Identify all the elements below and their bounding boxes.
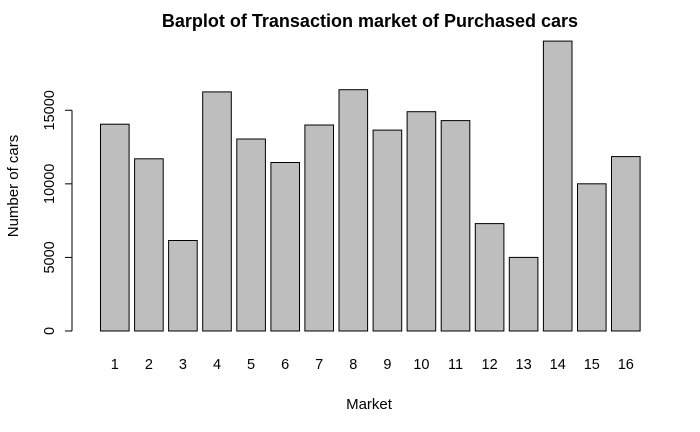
y-tick-label: 5000 xyxy=(42,241,58,273)
x-tick-label: 10 xyxy=(413,357,429,373)
bar-market-13 xyxy=(508,256,539,332)
x-tick-label: 9 xyxy=(383,357,391,373)
x-tick-label: 14 xyxy=(550,357,566,373)
bar-market-9 xyxy=(372,129,403,332)
bar-market-8 xyxy=(338,89,369,332)
x-tick-label: 13 xyxy=(516,357,532,373)
bar-market-3 xyxy=(168,240,198,332)
x-tick-label: 1 xyxy=(111,357,119,373)
bar-market-10 xyxy=(406,111,437,332)
bar-market-6 xyxy=(270,162,300,332)
x-tick-label: 12 xyxy=(482,357,498,373)
x-tick-labels: 1 2 3 4 5 6 7 8 9 10 11 12 13 14 15 16 xyxy=(111,357,634,373)
bar-market-2 xyxy=(134,158,164,332)
y-tick-label: 0 xyxy=(42,327,58,335)
x-tick-label: 6 xyxy=(281,357,289,373)
bar-market-5 xyxy=(236,138,266,332)
bars-group xyxy=(100,40,641,332)
bar-market-14 xyxy=(542,40,573,332)
y-tick-label: 15000 xyxy=(42,90,58,130)
bar-market-12 xyxy=(474,223,505,332)
x-tick-label: 8 xyxy=(349,357,357,373)
x-axis-label: Market xyxy=(346,396,393,413)
bar-market-16 xyxy=(611,156,641,332)
y-tick-label: 10000 xyxy=(42,164,58,204)
y-axis: 0 5000 10000 15000 xyxy=(42,90,73,335)
x-tick-label: 7 xyxy=(315,357,323,373)
chart-title: Barplot of Transaction market of Purchas… xyxy=(162,11,578,31)
x-tick-label: 4 xyxy=(213,357,221,373)
y-axis-label: Number of cars xyxy=(5,135,22,238)
x-tick-label: 16 xyxy=(618,357,634,373)
x-tick-label: 15 xyxy=(584,357,600,373)
x-tick-label: 2 xyxy=(145,357,153,373)
bar-market-15 xyxy=(577,183,607,332)
x-tick-label: 5 xyxy=(247,357,255,373)
bar-market-7 xyxy=(304,124,334,332)
bar-market-4 xyxy=(202,91,232,332)
x-tick-label: 3 xyxy=(179,357,187,373)
x-tick-label: 11 xyxy=(448,357,463,373)
bar-market-1 xyxy=(100,123,130,332)
bar-market-11 xyxy=(440,120,471,332)
